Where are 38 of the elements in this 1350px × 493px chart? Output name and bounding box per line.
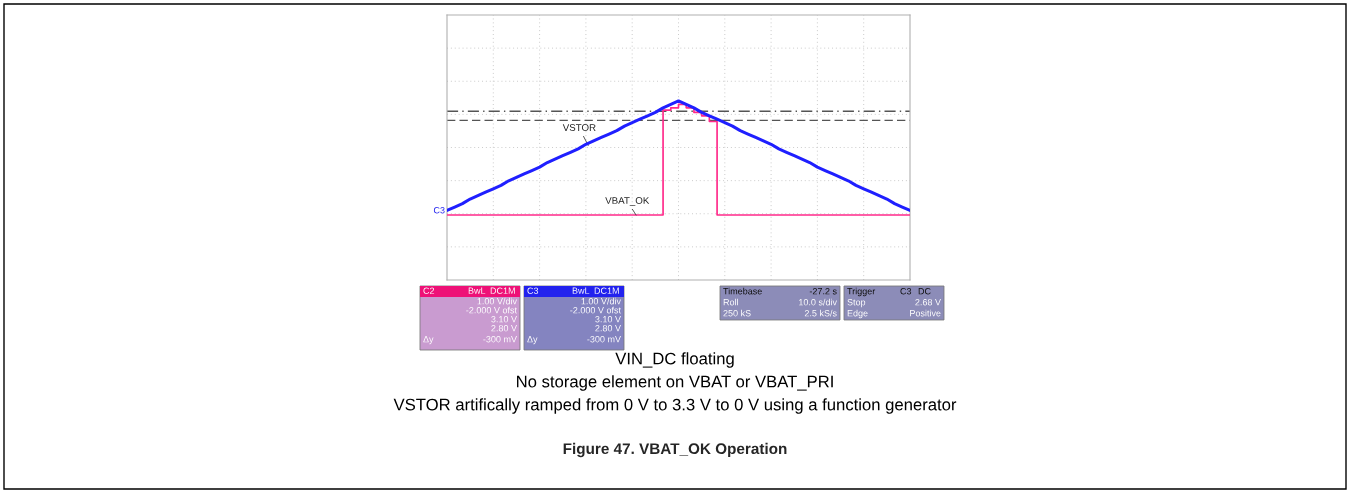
text: Stop — [847, 299, 866, 308]
text: 2.5 kS/s — [804, 309, 837, 317]
text: DC1M — [490, 287, 515, 294]
text: C2 — [423, 287, 435, 294]
text: BwL — [572, 287, 590, 294]
series-label: VSTOR — [562, 124, 596, 131]
text: 3.10 V — [491, 316, 517, 323]
text: C3 — [527, 287, 539, 294]
text: 250 kS — [723, 309, 751, 317]
text: DC — [918, 288, 931, 295]
text: -2.000 V ofst — [570, 306, 621, 314]
text: VIN_DC floating — [615, 352, 734, 368]
text: DC1M — [594, 287, 619, 294]
text: Roll — [723, 298, 738, 306]
text: -300 mV — [587, 336, 621, 343]
text: 2.68 V — [915, 299, 941, 306]
text: 1.00 V/div — [477, 297, 517, 305]
text: -27.2 s — [809, 288, 837, 295]
text: Figure 47. VBAT_OK Operation — [563, 442, 787, 458]
text: BwL — [468, 287, 486, 294]
text: Timebase — [723, 287, 762, 295]
text: 3.10 V — [595, 316, 621, 323]
text: -2.000 V ofst — [466, 306, 517, 314]
text: C3 — [900, 288, 912, 295]
text: -300 mV — [483, 336, 517, 343]
series-label: VBAT_OK — [605, 197, 650, 206]
text: VSTOR artifically ramped from 0 V to 3.3 V to 0 V using a function generator — [393, 398, 957, 414]
text: Positive — [910, 309, 941, 317]
text: 2.80 V — [491, 325, 517, 332]
text: 2.80 V — [595, 325, 621, 332]
text: C3 — [433, 207, 445, 214]
text: No storage element on VBAT or VBAT_PRI — [517, 375, 833, 391]
text: Δy — [527, 336, 538, 345]
text: 1.00 V/div — [581, 297, 621, 305]
text: Trigger — [847, 287, 876, 297]
text: 10.0 s/div — [799, 298, 837, 306]
text: Edge — [847, 309, 868, 319]
text: Δy — [423, 336, 434, 345]
